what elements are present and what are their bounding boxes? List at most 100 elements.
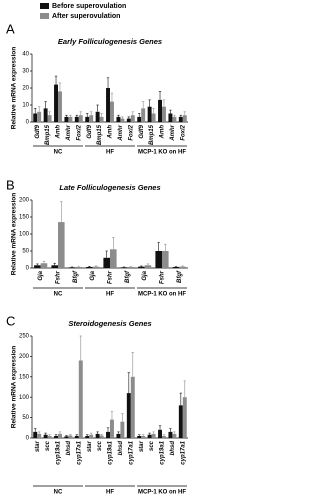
x-tick-label: Gdf9 [35, 124, 41, 138]
bar [147, 434, 152, 438]
x-tick-label: Fshr [108, 270, 114, 284]
bar [138, 266, 145, 268]
x-tick-label: cyp17a1 [180, 440, 186, 464]
bar [116, 116, 121, 122]
legend-label: After superovulation [52, 13, 120, 20]
bar [43, 434, 48, 438]
bar [162, 106, 166, 122]
bar [64, 116, 69, 122]
bar [40, 263, 48, 268]
y-tick-label: 20 [22, 86, 29, 92]
bar [85, 116, 90, 122]
x-tick-label: Bfgf [177, 270, 183, 283]
bar [141, 435, 146, 438]
bar [141, 108, 146, 122]
x-tick-label: Amhr [66, 124, 72, 141]
bar [103, 257, 110, 268]
bar [99, 435, 104, 438]
bar [172, 433, 177, 438]
bar [89, 434, 94, 438]
bar [64, 436, 69, 438]
y-axis-label: Relative mRNA expression [11, 193, 18, 276]
bar [47, 435, 52, 438]
y-tick-label: 200 [19, 198, 30, 204]
y-tick-label: 50 [22, 415, 29, 421]
y-tick-label: 100 [19, 232, 30, 238]
y-tick-label: 50 [22, 249, 29, 255]
chart-title: Early Folliculogenesis Genes [58, 37, 162, 46]
bar [116, 433, 121, 438]
figure: A Early Folliculogenesis Genes Relative mR… [6, 3, 188, 496]
x-tick-label: Bmp15 [97, 124, 103, 145]
y-axis-label: Relative mRNA expression [11, 346, 18, 429]
bar [37, 111, 42, 122]
x-tick-label: cyp19a1 [160, 440, 166, 464]
bar [78, 115, 83, 122]
y-tick-label: 0 [26, 436, 30, 442]
group-label: NC [54, 292, 63, 298]
x-tick-label: Fshr [56, 270, 62, 284]
chart-title: Steroidogenesis Genes [68, 319, 151, 328]
y-tick-label: 0 [26, 120, 30, 126]
bar [92, 266, 100, 268]
x-tick-label: bhsd [118, 441, 124, 456]
x-tick-label: Fshr [160, 270, 166, 284]
x-tick-label: Gdf9 [87, 124, 93, 138]
x-tick-label: cyp17a1 [128, 440, 134, 464]
group-label: MCP-1 KO on HF [138, 150, 186, 156]
bar [89, 115, 94, 122]
bar [78, 360, 83, 438]
y-tick-label: 100 [19, 395, 30, 401]
x-tick-label: cyp17a1 [76, 440, 82, 464]
bar [51, 265, 58, 268]
y-tick-label: 150 [19, 374, 30, 380]
x-tick-label: Amh [56, 125, 62, 140]
bar [147, 106, 152, 122]
panel-label: A [6, 21, 15, 36]
bar [110, 101, 114, 122]
x-tick-label: Gja [90, 270, 96, 280]
y-tick-label: 0 [26, 266, 30, 272]
bar [75, 266, 82, 268]
x-tick-label: Amh [108, 125, 114, 140]
x-tick-label: Bmp15 [149, 124, 155, 145]
x-tick-label: cyp19a1 [56, 440, 62, 464]
x-tick-label: Foxl2 [128, 124, 134, 140]
bar [120, 267, 128, 268]
legend-swatch [40, 13, 49, 19]
bar [130, 376, 135, 438]
bar [144, 265, 152, 268]
bar [99, 116, 104, 122]
bar [68, 116, 73, 122]
bar [126, 118, 131, 122]
panel-label: B [6, 177, 15, 192]
bar [151, 113, 156, 122]
bar [54, 435, 58, 438]
bar [110, 419, 114, 438]
bar [58, 433, 62, 438]
bar [168, 113, 173, 122]
bar [155, 251, 162, 268]
group-label: NC [54, 150, 63, 156]
x-tick-label: Gja [142, 270, 148, 280]
bar [110, 249, 117, 268]
x-tick-label: cyp19a1 [108, 440, 114, 464]
y-tick-label: 40 [22, 52, 29, 58]
y-tick-label: 250 [19, 334, 30, 340]
bar [137, 116, 142, 122]
group-label: HF [106, 292, 114, 298]
bar [172, 266, 180, 268]
y-tick-label: 30 [22, 69, 29, 75]
bar [106, 88, 110, 122]
group-label: HF [106, 150, 114, 156]
bar [158, 99, 162, 122]
x-tick-label: Gja [38, 270, 44, 280]
bar [85, 435, 90, 438]
bar [172, 116, 177, 122]
bar [68, 435, 73, 438]
x-tick-label: Amhr [118, 124, 124, 141]
bar [54, 84, 58, 122]
x-tick-label: Amh [160, 125, 166, 140]
bar [120, 118, 125, 122]
y-tick-label: 150 [19, 215, 30, 221]
